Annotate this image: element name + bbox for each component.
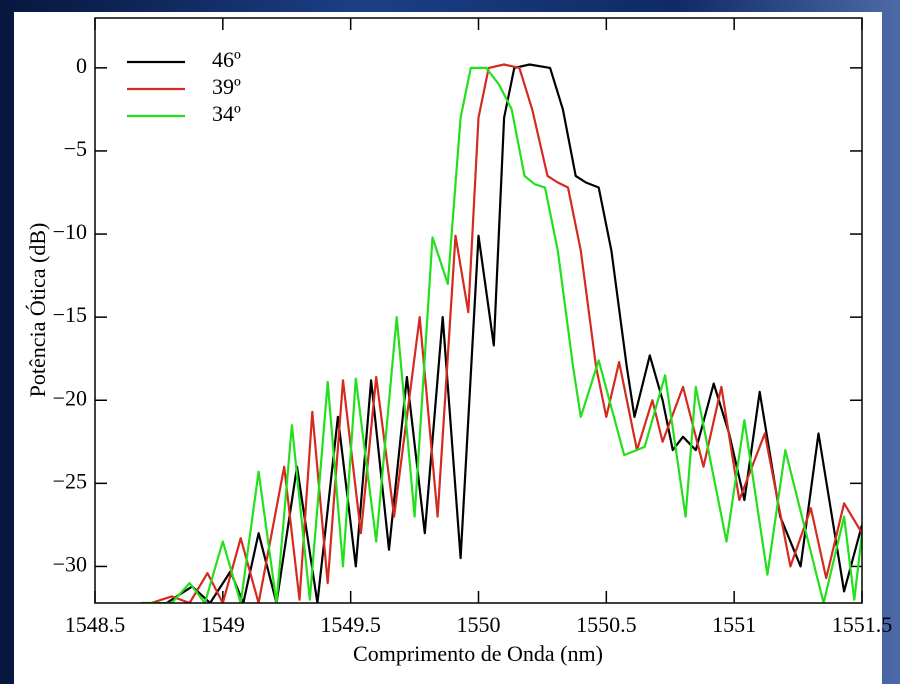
y-tick-label: −25: [53, 468, 87, 493]
legend-label: 34º: [212, 101, 241, 126]
x-tick-label: 1549: [201, 612, 245, 637]
series-line: [141, 66, 862, 603]
x-tick-label: 1550: [457, 612, 501, 637]
plot-frame: [94, 17, 863, 604]
y-tick-label: −30: [53, 551, 87, 576]
legend-label: 46º: [212, 47, 241, 72]
x-tick-label: 1550.5: [576, 612, 637, 637]
y-tick-label: −10: [53, 219, 87, 244]
x-axis-label: Comprimento de Onda (nm): [353, 641, 603, 666]
x-tick-label: 1549.5: [320, 612, 381, 637]
y-axis-label: Potência Ótica (dB): [25, 223, 50, 398]
y-tick-label: −15: [53, 302, 87, 327]
y-tick-label: −20: [53, 385, 87, 410]
x-tick-label: 1548.5: [65, 612, 126, 637]
y-tick-label: −5: [64, 136, 87, 161]
x-tick-label: 1551.5: [832, 612, 893, 637]
legend-label: 39º: [212, 74, 241, 99]
x-tick-label: 1551: [712, 612, 756, 637]
y-tick-label: 0: [76, 53, 87, 78]
